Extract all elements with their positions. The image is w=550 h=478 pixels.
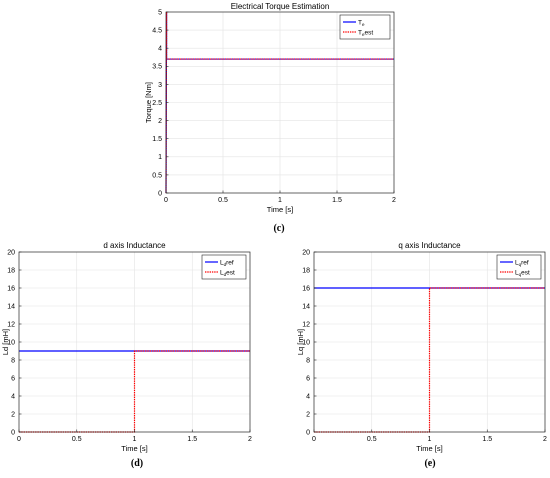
y-tick-label: 0 <box>306 429 310 436</box>
x-tick-label: 2 <box>248 436 252 443</box>
y-tick-label: 5 <box>158 9 162 16</box>
y-tick-label: 4 <box>306 393 310 400</box>
legend-label-main: L <box>220 259 224 266</box>
y-tick-label: 2 <box>306 411 310 418</box>
x-tick-label: 2 <box>392 197 396 204</box>
legend-label-subscript: e <box>362 32 365 37</box>
y-axis-label: Lq [mH] <box>296 329 305 355</box>
legend-label-suffix: est <box>226 269 235 276</box>
y-axis-label: Ld [mH] <box>1 329 10 355</box>
legend-label-main: T <box>358 19 362 26</box>
legend-label-suffix: est <box>521 269 530 276</box>
y-tick-label: 6 <box>11 375 15 382</box>
y-tick-label: 10 <box>302 339 310 346</box>
legend-label-0: Te <box>358 19 365 27</box>
y-tick-label: 12 <box>7 321 15 328</box>
y-tick-label: 14 <box>7 303 15 310</box>
chart-0: 0 0.5 1 1.5 2 0 0.5 1 1.5 2 2.5 3 3.5 4 4.5 5 Electrical… <box>144 2 396 234</box>
legend-label-subscript: d <box>224 262 227 267</box>
y-tick-label: 3 <box>158 82 162 89</box>
legend-label-subscript: q <box>519 272 522 277</box>
legend-label-0: Lqref <box>515 259 529 267</box>
legend-label-main: L <box>515 259 519 266</box>
y-tick-label: 2 <box>158 118 162 125</box>
legend-label-subscript: q <box>519 262 522 267</box>
y-tick-label: 14 <box>302 303 310 310</box>
chart-title: Electrical Torque Estimation <box>231 2 330 11</box>
y-tick-label: 10 <box>7 339 15 346</box>
x-axis-label: Time [s] <box>416 444 442 453</box>
legend-box <box>201 254 247 280</box>
chart-title: d axis Inductance <box>103 241 166 250</box>
y-tick-label: 8 <box>306 357 310 364</box>
y-tick-label: 20 <box>7 249 15 256</box>
y-tick-label: 4.5 <box>152 28 162 35</box>
y-axis-label: Torque [Nm] <box>144 82 153 123</box>
x-tick-label: 0 <box>164 197 168 204</box>
legend-label-suffix: ref <box>521 259 529 266</box>
y-tick-label: 2.5 <box>152 100 162 107</box>
y-tick-label: 16 <box>7 285 15 292</box>
y-tick-label: 4 <box>11 393 15 400</box>
legend-label-suffix: ref <box>226 259 234 266</box>
x-tick-label: 1.5 <box>187 436 197 443</box>
y-tick-label: 2 <box>11 411 15 418</box>
y-tick-label: 0 <box>158 190 162 197</box>
y-tick-label: 16 <box>302 285 310 292</box>
x-tick-label: 1 <box>428 436 432 443</box>
y-tick-label: 8 <box>11 357 15 364</box>
y-tick-label: 0 <box>11 429 15 436</box>
x-tick-label: 0.5 <box>218 197 228 204</box>
y-tick-label: 1.5 <box>152 136 162 143</box>
x-tick-label: 0 <box>17 436 21 443</box>
y-tick-label: 18 <box>7 267 15 274</box>
figure-caption: (d) <box>131 458 143 469</box>
legend-label-main: T <box>358 29 362 36</box>
figure-caption: (e) <box>424 458 435 469</box>
chart-title: q axis Inductance <box>398 241 461 250</box>
legend-label-1: Ldest <box>220 269 235 277</box>
legend-label-0: Ldref <box>220 259 234 267</box>
x-tick-label: 0 <box>312 436 316 443</box>
x-tick-label: 0.5 <box>72 436 82 443</box>
y-tick-label: 6 <box>306 375 310 382</box>
x-tick-label: 1.5 <box>482 436 492 443</box>
x-axis-label: Time [s] <box>121 444 147 453</box>
legend-label-1: Lqest <box>515 269 530 277</box>
x-tick-label: 1 <box>278 197 282 204</box>
legend-label-subscript: e <box>362 22 365 27</box>
x-axis-label: Time [s] <box>267 205 293 214</box>
legend-label-subscript: d <box>224 272 227 277</box>
x-tick-label: 2 <box>543 436 547 443</box>
legend-label-main: L <box>515 269 519 276</box>
y-tick-label: 20 <box>302 249 310 256</box>
legend-label-1: Teest <box>358 29 373 37</box>
x-tick-label: 1 <box>133 436 137 443</box>
legend-label-suffix: est <box>365 29 374 36</box>
legend-label-main: L <box>220 269 224 276</box>
legend-box <box>339 14 391 40</box>
y-tick-label: 18 <box>302 267 310 274</box>
figure-caption: (c) <box>273 223 284 234</box>
legend-box <box>496 254 542 280</box>
y-tick-label: 1 <box>158 154 162 161</box>
y-tick-label: 0.5 <box>152 172 162 179</box>
x-tick-label: 1.5 <box>332 197 342 204</box>
y-tick-label: 4 <box>158 46 162 53</box>
y-tick-label: 12 <box>302 321 310 328</box>
y-tick-label: 3.5 <box>152 64 162 71</box>
x-tick-label: 0.5 <box>367 436 377 443</box>
